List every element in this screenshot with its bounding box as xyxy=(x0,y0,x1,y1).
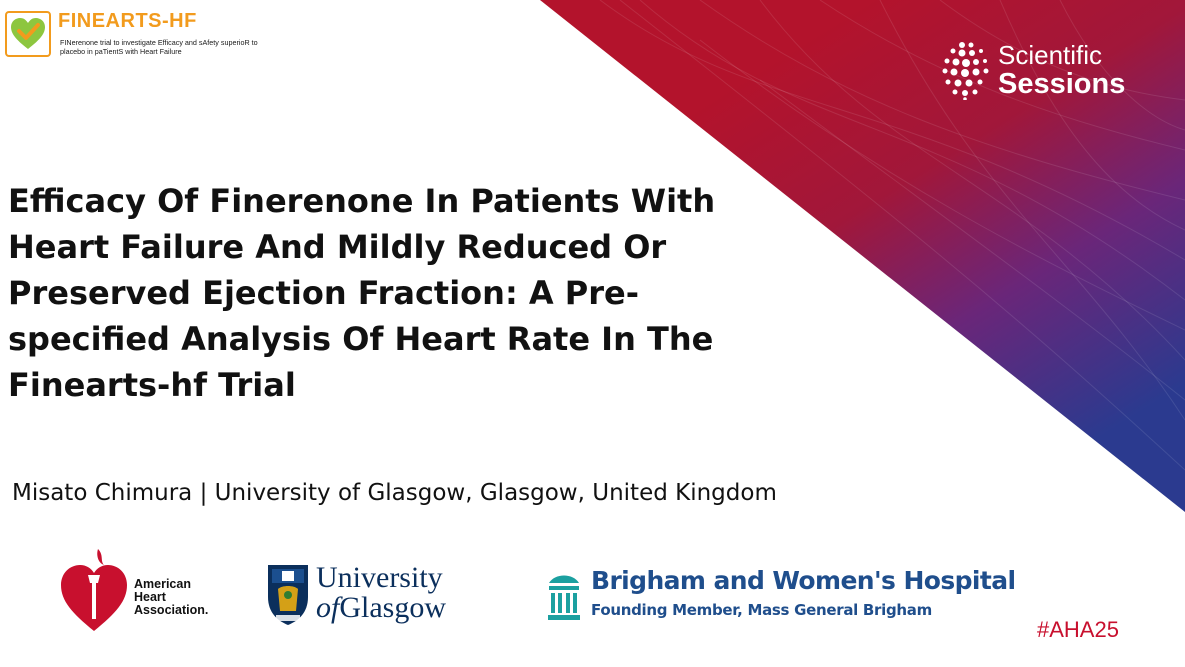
brigham-and-womens-hospital-logo: Brigham and Women's Hospital Founding Me… xyxy=(547,566,1016,630)
aha-wordmark: American Heart Association. xyxy=(134,578,208,617)
author-affiliation: Misato Chimura | University of Glasgow, … xyxy=(12,480,777,506)
trial-name: FINEARTS-HF xyxy=(58,10,197,32)
aha-line-2: Heart xyxy=(134,590,166,604)
sessions-logo-line1: Scientific xyxy=(998,40,1103,70)
american-heart-association-logo: American Heart Association. xyxy=(58,545,228,635)
heart-check-icon xyxy=(5,11,51,57)
finearts-hf-logo: FINEARTS-HF FINerenone trial to investig… xyxy=(5,9,265,59)
heart-torch-icon xyxy=(61,549,127,631)
glasgow-crest-icon xyxy=(268,565,308,625)
bwh-tagline: Founding Member, Mass General Brigham xyxy=(591,601,932,619)
trial-acronym-expansion: FINerenone trial to investigate Efficacy… xyxy=(60,38,258,56)
sessions-dots-icon xyxy=(942,42,989,100)
glasgow-line-2: ofGlasgow xyxy=(316,593,446,623)
conference-hashtag: #AHA25 xyxy=(1037,617,1119,642)
glasgow-line-1: University xyxy=(316,561,443,594)
bwh-name: Brigham and Women's Hospital xyxy=(591,566,1016,595)
glasgow-name: Glasgow xyxy=(339,591,446,624)
aha-line-3: Association. xyxy=(134,603,209,617)
glasgow-of: of xyxy=(316,591,340,624)
university-of-glasgow-logo: University ofGlasgow xyxy=(266,563,476,631)
aha-line-1: American xyxy=(134,577,191,591)
scientific-sessions-logo: Scientific Sessions xyxy=(940,38,1160,102)
presentation-title: Efficacy Of Finerenone In Patients With … xyxy=(8,182,716,404)
sessions-logo-line2: Sessions xyxy=(998,68,1126,100)
bwh-building-icon xyxy=(548,575,580,620)
